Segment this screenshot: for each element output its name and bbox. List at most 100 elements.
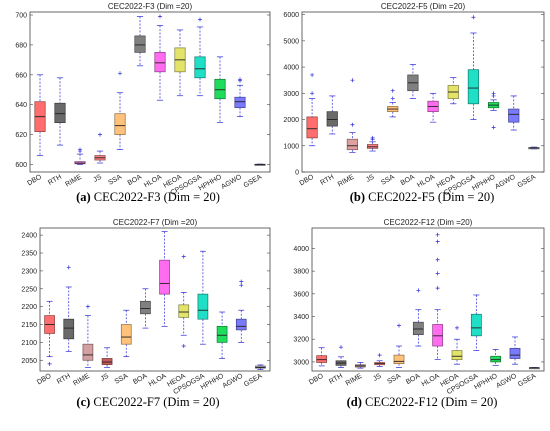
outlier-marker [350,78,355,83]
box-hphho [214,78,226,100]
y-tick-label: 4000 [283,65,299,72]
category-label: BOA [405,373,422,387]
category-label: AGWO [222,372,245,389]
panel-caption: (d) CEC2022-F12 (Dim = 20) [347,395,498,409]
outlier-marker [390,88,395,93]
y-tick-label: 3200 [293,337,309,344]
category-label: HLOA [421,373,441,389]
category-label: SSA [114,373,130,386]
caption-label: (a) [76,190,94,204]
y-tick-label: 680 [15,42,27,49]
caption-label: (b) [350,190,368,204]
outlier-marker [435,257,440,262]
outlier-marker [435,286,440,291]
outlier-marker [416,288,421,293]
box-dbo [316,355,328,363]
category-label: AGWO [220,173,243,190]
y-tick-label: 2300 [21,268,37,275]
y-tick-label: 2050 [21,358,37,365]
category-label: BOA [132,373,149,387]
outlier-marker [85,304,90,309]
plot-frame [311,227,545,372]
y-tick-label: 2400 [21,233,37,240]
category-label: SSA [107,174,123,187]
box-boa [140,300,151,315]
chart-panel-1: CEC2022-F3 (Dim =20) 600 620 640 660 680 700 DB… [15,2,271,204]
category-label: GSEA [243,373,264,389]
outlier-marker [239,279,244,284]
y-tick-label: 700 [15,12,27,19]
outlier-marker [118,71,122,76]
box-heoa [451,350,463,361]
category-label: HLOA [148,373,168,389]
category-label: BOA [127,174,144,188]
outlier-marker [377,353,382,358]
category-label: GSEA [517,174,538,190]
y-tick-label: 3800 [293,269,309,276]
chart-title: CEC2022-F12 (Dim =20) [384,218,473,227]
box-ssa [120,324,132,345]
category-label: JS [100,373,111,383]
y-tick-label: 1000 [283,143,299,150]
category-label: DBO [36,372,53,386]
y-tick-label: 2250 [21,286,37,293]
panel-caption: (b) CEC2022-F5 (Dim = 20) [350,190,495,204]
category-label: DBO [26,173,43,187]
outlier-marker [370,135,375,140]
category-label: RTH [319,174,335,187]
outlier-marker [339,345,343,350]
caption-label: (d) [347,395,365,409]
box-hloa [159,259,170,295]
caption-text: CEC2022-F12 (Dim = 20) [365,395,497,409]
box-agwo [509,347,521,359]
y-tick-label: 2100 [21,340,37,347]
y-tick-label: 2000 [283,117,299,124]
y-tick-label: 640 [15,102,27,109]
box-hphho [490,355,502,363]
caption-text: CEC2022-F5 (Dim = 20) [368,190,494,204]
category-label: SSA [386,373,402,386]
caption-label: (c) [76,395,93,409]
caption-text: CEC2022-F3 (Dim = 20) [94,190,220,204]
plot-frame [39,227,271,372]
y-tick-label: 4000 [293,246,309,253]
box-agwo [234,96,246,109]
outlier-marker [397,323,401,328]
outlier-marker [435,232,440,237]
outlier-marker [66,265,71,270]
y-tick-label: 660 [15,72,27,79]
y-tick-label: 2350 [21,251,37,258]
box-js [101,358,113,365]
category-label: RIME [72,373,91,388]
outlier-marker [47,361,52,366]
box-cpsogsa [194,56,206,79]
caption-text: CEC2022-F7 (Dim = 20) [93,395,219,409]
box-rime [82,343,94,361]
y-tick-label: 0 [295,170,299,177]
box-agwo [508,108,520,123]
outlier-marker [435,239,440,244]
outlier-marker [158,14,162,19]
outlier-marker [238,77,242,82]
outlier-marker [491,91,496,96]
chart-title: CEC2022-F3 (Dim =20) [108,2,193,11]
panel-caption: (c) CEC2022-F7 (Dim = 20) [76,395,219,409]
box-ssa [393,354,405,364]
y-tick-label: 3600 [293,291,309,298]
box-rime [346,138,359,151]
plot-frame [301,11,545,173]
category-label: RTH [328,373,344,386]
category-label: HLOA [143,174,163,190]
category-label: AGWO [494,173,517,190]
category-label: RIME [64,174,83,189]
outlier-marker [491,125,496,130]
box-hloa [154,52,166,73]
chart-panel-3: CEC2022-F7 (Dim =20) 2050 2100 2150 2200 2250… [21,218,271,409]
box-rth [54,102,66,124]
y-tick-label: 3000 [283,91,299,98]
outlier-marker [390,96,395,101]
chart-panel-2: CEC2022-F5 (Dim =20) 0 1000 2000 3000 4000 500… [283,2,545,204]
outlier-marker [471,15,476,20]
panel-caption: (a) CEC2022-F3 (Dim = 20) [76,190,220,204]
